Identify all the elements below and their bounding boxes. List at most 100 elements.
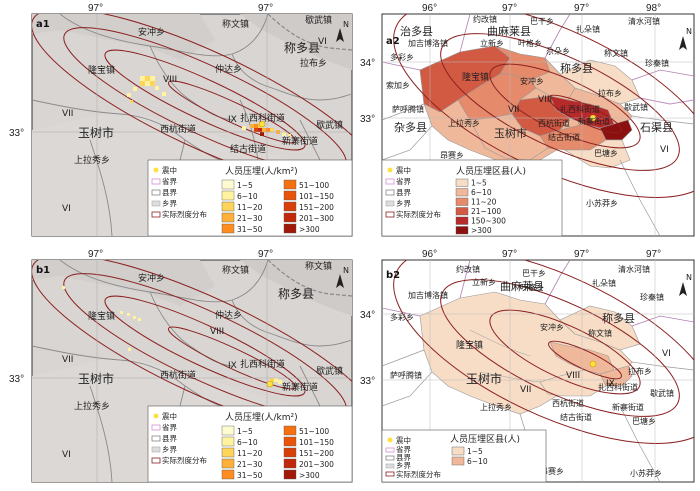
epicenter-marker	[258, 120, 266, 128]
svg-text:新寨街道: 新寨街道	[612, 402, 644, 412]
north-arrow-icon: N	[336, 266, 349, 288]
svg-text:加吉博洛镇: 加吉博洛镇	[408, 38, 448, 48]
legend-class-label: 101~150	[299, 192, 334, 201]
svg-text:称文镇: 称文镇	[305, 260, 332, 272]
svg-text:歇武镇: 歇武镇	[650, 388, 674, 398]
svg-text:N: N	[343, 266, 349, 275]
svg-text:33°: 33°	[360, 114, 375, 125]
legend-swatch	[221, 469, 235, 480]
legend-swatch	[455, 197, 469, 206]
svg-text:VII: VII	[520, 385, 531, 395]
legend-swatch	[221, 425, 235, 436]
legend-swatch	[221, 458, 235, 469]
legend-class-label: 150~300	[471, 217, 506, 226]
svg-text:尕朵乡: 尕朵乡	[546, 47, 570, 56]
legend-class-label: 51~100	[299, 427, 329, 436]
legend-swatch	[221, 212, 235, 223]
intensity-ellipse-viii	[104, 49, 306, 151]
svg-text:约改镇: 约改镇	[473, 14, 497, 24]
svg-text:约改镇: 约改镇	[456, 264, 480, 274]
svg-text:97°: 97°	[88, 249, 103, 260]
svg-text:玉树市: 玉树市	[466, 371, 502, 386]
svg-text:隆宝镇: 隆宝镇	[456, 339, 483, 351]
north-arrow-icon: N	[336, 20, 349, 42]
tick-left-2: 33°	[9, 128, 24, 139]
svg-text:珍秦镇: 珍秦镇	[645, 58, 669, 68]
svg-text:97°: 97°	[502, 249, 517, 260]
legend-class-label: >300	[299, 471, 320, 480]
svg-text:98°: 98°	[646, 3, 661, 14]
svg-text:称多县: 称多县	[278, 287, 314, 301]
svg-text:仲达乡: 仲达乡	[215, 309, 242, 321]
svg-text:加吉博洛镇: 加吉博洛镇	[408, 290, 448, 300]
svg-text:珍秦镇: 珍秦镇	[640, 292, 664, 302]
svg-text:萨呼腾镇: 萨呼腾镇	[390, 370, 422, 380]
svg-text:多彩乡: 多彩乡	[390, 312, 414, 322]
svg-text:石渠县: 石渠县	[640, 121, 673, 134]
legend-swatch	[221, 436, 235, 447]
svg-text:歇武镇: 歇武镇	[316, 365, 343, 377]
svg-text:拉布乡: 拉布乡	[628, 366, 652, 376]
svg-text:震中: 震中	[162, 411, 177, 421]
svg-text:巴塘乡: 巴塘乡	[632, 416, 656, 426]
legend-swatch	[283, 223, 297, 234]
svg-text:IX: IX	[228, 361, 237, 371]
legend-swatch	[283, 212, 297, 223]
legend-class-label: 11~20	[237, 449, 263, 458]
place-label: 结古街道	[230, 143, 266, 155]
place-label: 歇武镇	[316, 119, 343, 131]
county-label: 玉树市	[78, 125, 114, 140]
north-arrow-icon: N	[679, 27, 692, 50]
svg-text:结古街道: 结古街道	[560, 412, 592, 422]
legend-swatch	[455, 216, 469, 225]
svg-text:立新乡: 立新乡	[472, 277, 496, 287]
svg-text:96°: 96°	[422, 3, 437, 14]
legend-swatch	[221, 447, 235, 458]
legend-class-label: >300	[471, 226, 492, 235]
svg-text:萨呼腾镇: 萨呼腾镇	[392, 104, 424, 114]
svg-text:县界: 县界	[396, 453, 411, 462]
svg-text:叶格乡: 叶格乡	[520, 282, 544, 292]
svg-text:实际烈度分布: 实际烈度分布	[162, 209, 207, 219]
place-label: 新寨街道	[282, 135, 318, 147]
legend-class-label: 151~200	[299, 449, 334, 458]
svg-text:隆宝镇: 隆宝镇	[462, 71, 489, 83]
legend-class-label: 21~30	[237, 460, 263, 469]
svg-text:曲麻莱县: 曲麻莱县	[487, 24, 531, 38]
svg-text:乡界: 乡界	[162, 199, 177, 208]
svg-text:扎西科街道: 扎西科街道	[598, 382, 638, 392]
panel-a1: 97° 97° 33° a1 N 安冲乡 称文镇 歇武镇 称多县 隆宝镇 仲达乡…	[9, 3, 353, 237]
svg-text:玉树市: 玉树市	[494, 126, 527, 140]
svg-text:34°: 34°	[360, 58, 375, 69]
svg-text:震中: 震中	[396, 165, 411, 175]
svg-text:结古街道: 结古街道	[548, 132, 580, 142]
svg-text:称文镇: 称文镇	[222, 264, 249, 276]
panel-label: b2	[386, 270, 400, 281]
svg-text:治多县: 治多县	[400, 24, 433, 38]
legend-class-label: 6~10	[237, 192, 258, 201]
svg-text:实际烈度分布: 实际烈度分布	[396, 209, 441, 219]
svg-text:歇武镇: 歇武镇	[624, 102, 648, 112]
svg-text:VII: VII	[62, 355, 73, 365]
svg-text:小苏莽乡: 小苏莽乡	[586, 198, 618, 208]
legend-class-label: 11~20	[471, 198, 497, 207]
legend-swatch	[283, 201, 297, 212]
svg-text:安冲乡: 安冲乡	[138, 272, 165, 284]
svg-text:扎朵镇: 扎朵镇	[576, 24, 600, 34]
legend-swatch	[283, 447, 297, 458]
legend-swatch	[455, 178, 469, 187]
intensity-ellipse-vi	[32, 14, 352, 192]
tick-top-2: 97°	[258, 3, 273, 14]
intensity-label: VII	[62, 109, 73, 119]
svg-text:称多县: 称多县	[560, 61, 593, 75]
svg-text:人员压埋(人/km²): 人员压埋(人/km²)	[225, 412, 298, 423]
svg-text:震中: 震中	[162, 165, 177, 175]
svg-text:清水河镇: 清水河镇	[618, 264, 650, 274]
legend-swatch	[283, 469, 297, 480]
svg-text:叶格乡: 叶格乡	[518, 38, 542, 48]
svg-text:上拉秀乡: 上拉秀乡	[448, 118, 480, 128]
svg-text:小苏莽乡: 小苏莽乡	[630, 468, 662, 478]
svg-text:省界: 省界	[396, 176, 411, 186]
legend-swatch	[455, 188, 469, 197]
panel-a2: 96° 97° 97° 98° 34° 33° a2 N 治多县 曲麻莱县 扎朵…	[360, 3, 695, 237]
